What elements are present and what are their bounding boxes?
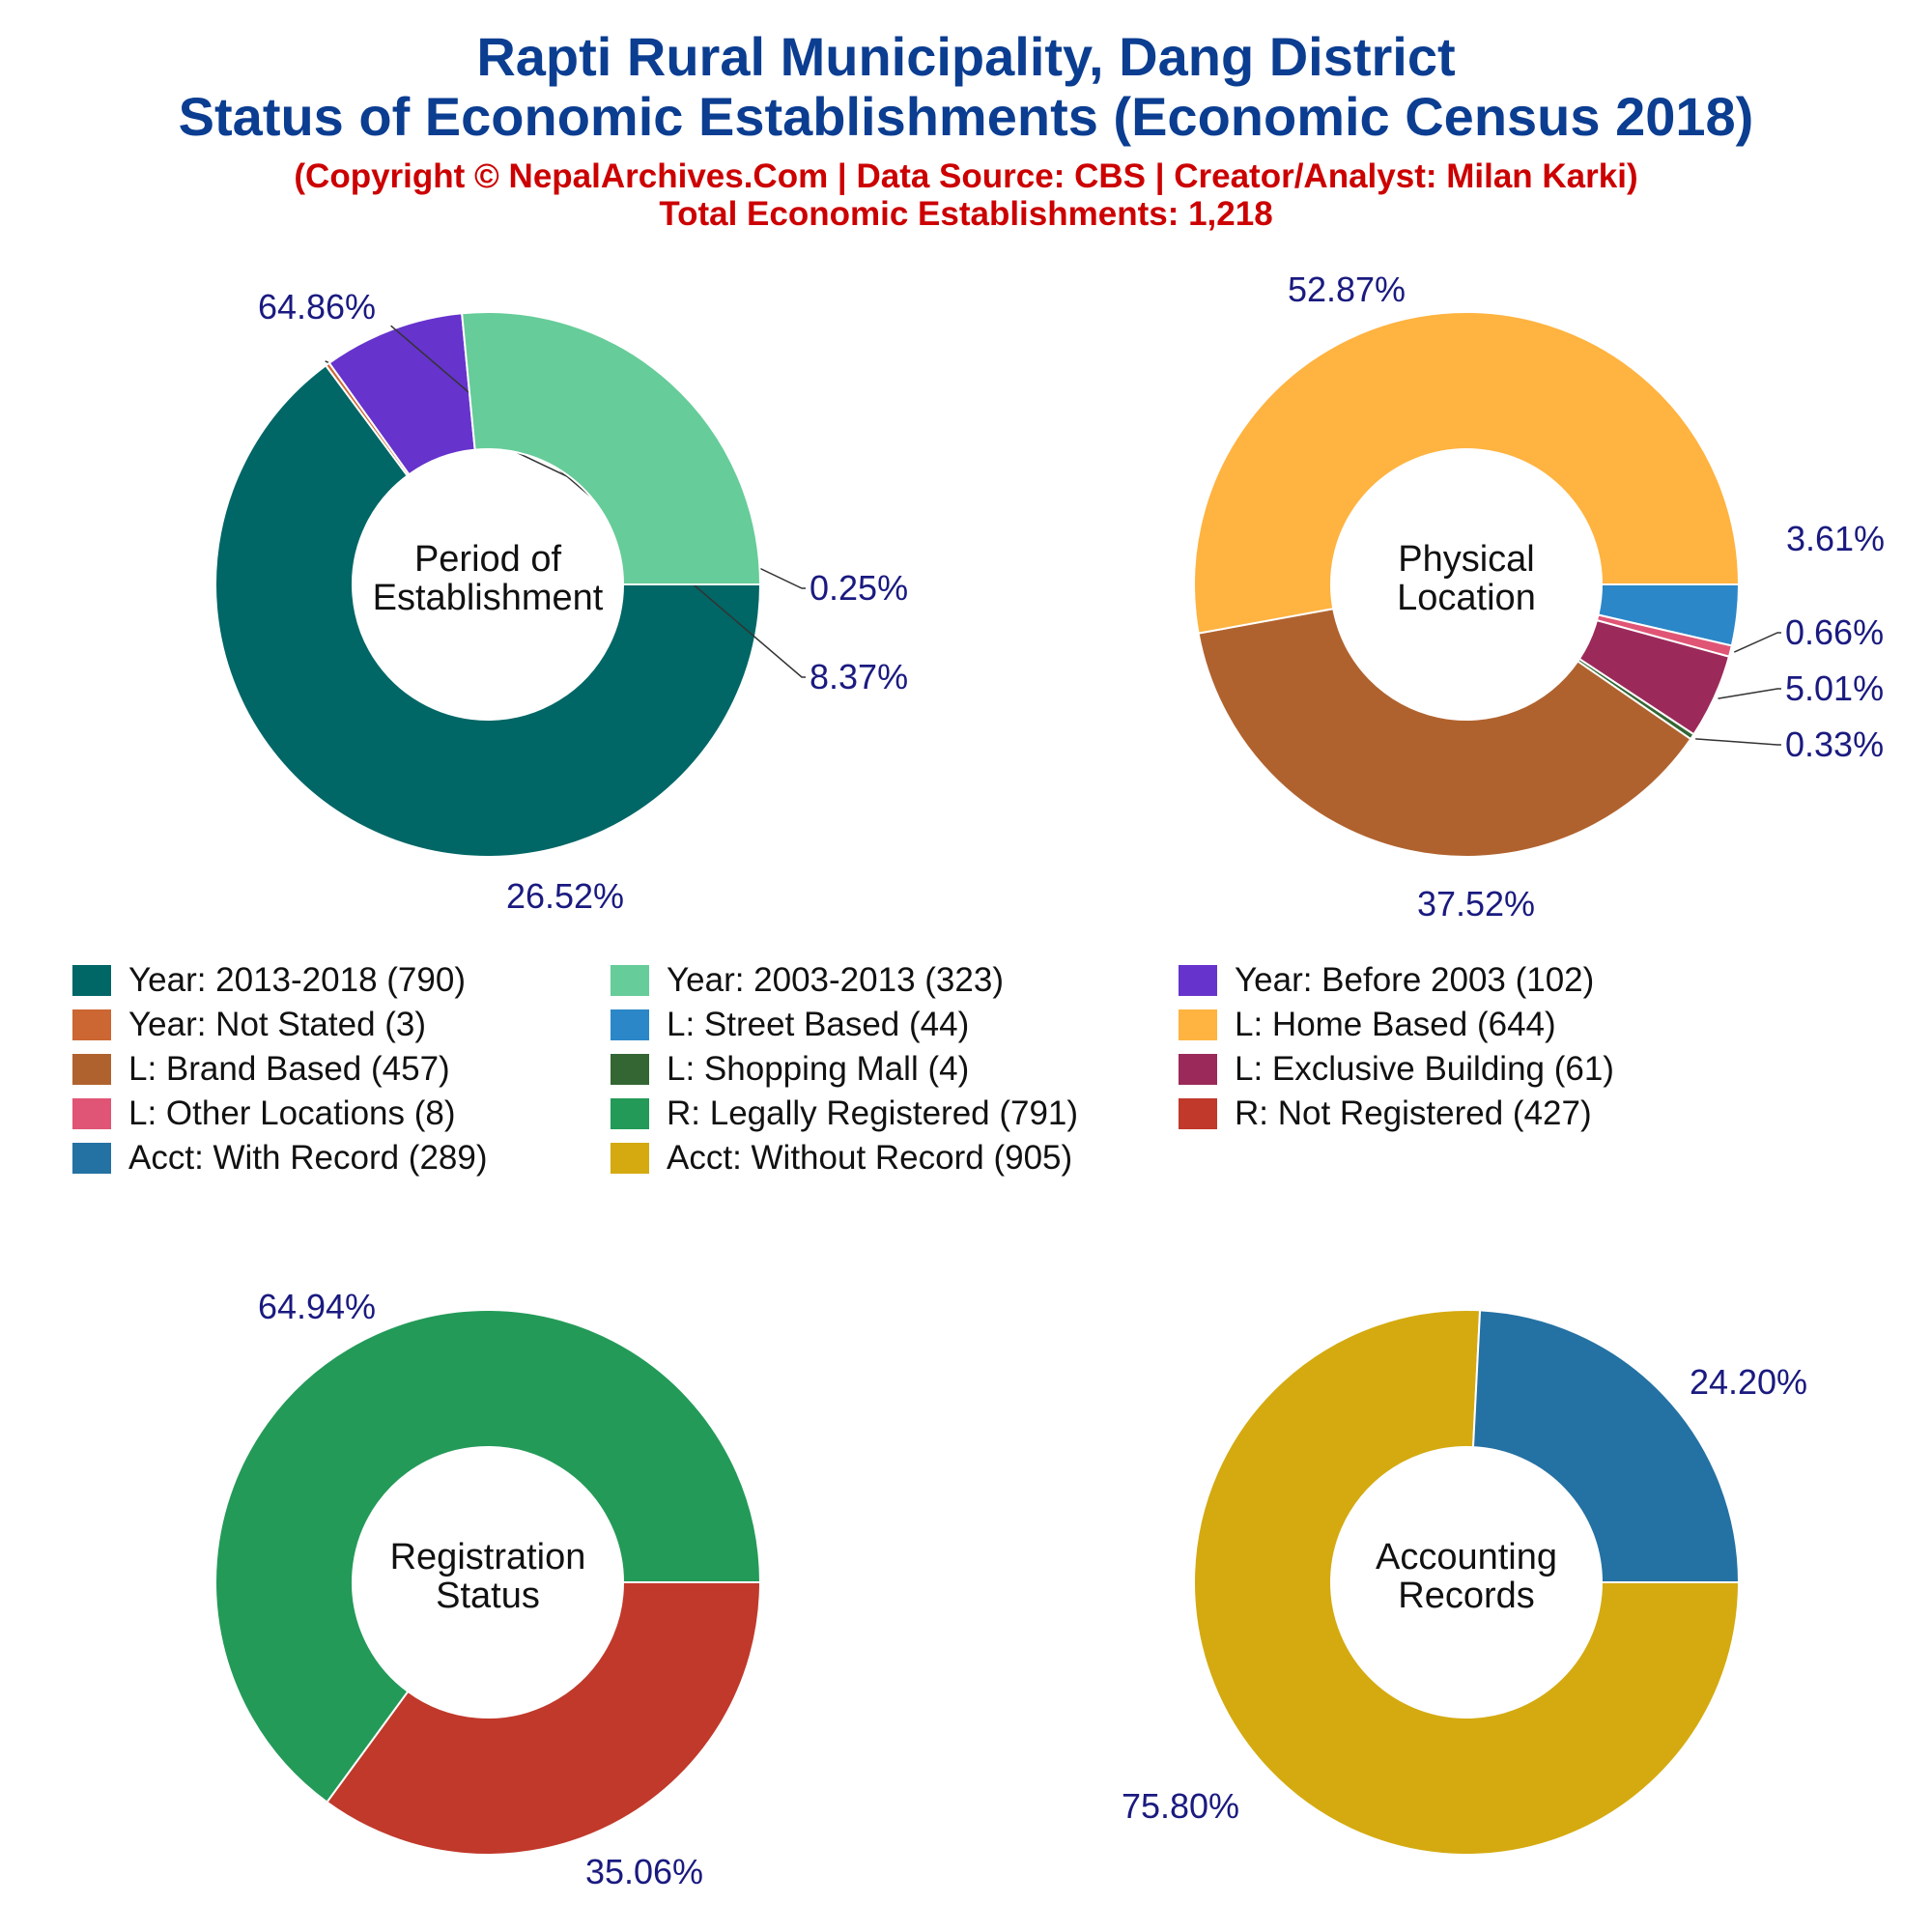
center-label-3: Registration (390, 1537, 586, 1577)
center-label-2: Physical (1398, 539, 1535, 580)
legend-swatch (611, 1009, 649, 1040)
percent-label-2-3: 5.01% (1785, 668, 1884, 708)
legend-item: Acct: With Record (289) (72, 1137, 488, 1179)
chart-title-line-2: Status of Economic Establishments (Econo… (178, 86, 1754, 147)
legend-swatch (72, 965, 111, 996)
legend-label: R: Not Registered (427) (1235, 1094, 1592, 1132)
legend-swatch (611, 1098, 649, 1129)
legend-label: L: Shopping Mall (4) (667, 1050, 970, 1088)
legend-swatch (72, 1009, 111, 1040)
legend-swatch (611, 1054, 649, 1085)
legend-label: Year: 2003-2013 (323) (667, 961, 1004, 999)
percent-label-3-2: 64.94% (258, 1287, 376, 1326)
legend-item: Year: Not Stated (3) (72, 1004, 426, 1046)
legend-item: Year: Before 2003 (102) (1179, 959, 1594, 1002)
chart-title-line-1: Rapti Rural Municipality, Dang District (476, 26, 1456, 87)
legend-label: L: Street Based (44) (667, 1006, 970, 1043)
legend-item: Year: 2013-2018 (790) (72, 959, 466, 1002)
percent-label-1-3: 8.37% (810, 657, 908, 696)
legend-swatch (1179, 1009, 1217, 1040)
percent-label-2-2: 0.66% (1785, 612, 1884, 652)
percent-label-3-1: 35.06% (585, 1852, 703, 1891)
legend-item: L: Exclusive Building (61) (1179, 1048, 1614, 1091)
percent-label-1-2: 0.25% (810, 568, 908, 608)
slice-3-2 (214, 1308, 762, 1804)
center-label-3: Status (436, 1576, 540, 1616)
legend-item: L: Home Based (644) (1179, 1004, 1556, 1046)
slice-2-5 (1197, 607, 1692, 858)
legend-swatch (72, 1054, 111, 1085)
legend-label: R: Legally Registered (791) (667, 1094, 1079, 1132)
copyright-note: (Copyright © NepalArchives.Com | Data So… (294, 157, 1638, 195)
center-label-4: Records (1398, 1576, 1535, 1616)
percent-label-2-4: 0.33% (1785, 724, 1884, 764)
legend-label: Acct: With Record (289) (128, 1139, 488, 1177)
legend-label: Year: Before 2003 (102) (1235, 961, 1595, 999)
legend-swatch (1179, 1098, 1217, 1129)
percent-label-4-1: 75.80% (1122, 1786, 1239, 1826)
slice-3-1 (326, 1581, 762, 1856)
legend-item: Year: 2003-2013 (323) (611, 959, 1004, 1002)
legend-label: Year: Not Stated (3) (128, 1006, 427, 1043)
center-label-1: Establishment (373, 578, 604, 618)
legend-item: Acct: Without Record (905) (611, 1137, 1072, 1179)
percent-label-4-2: 24.20% (1690, 1362, 1807, 1402)
percent-label-1-1: 64.86% (258, 287, 376, 327)
legend-item: R: Not Registered (427) (1179, 1093, 1592, 1135)
legend-label: Acct: Without Record (905) (667, 1139, 1073, 1177)
legend-swatch (611, 1143, 649, 1174)
legend-item: L: Other Locations (8) (72, 1093, 456, 1135)
slice-1-4 (461, 311, 762, 585)
slice-1-1 (214, 363, 762, 858)
legend-swatch (1179, 965, 1217, 996)
legend-swatch (611, 965, 649, 996)
legend-label: L: Exclusive Building (61) (1235, 1050, 1614, 1088)
leader-line-2-2 (1733, 632, 1781, 653)
legend-label: Year: 2013-2018 (790) (128, 961, 466, 999)
percent-label-2-1: 3.61% (1786, 519, 1885, 558)
legend-swatch (72, 1098, 111, 1129)
percent-label-1-4: 26.52% (506, 876, 624, 916)
legend-item: R: Legally Registered (791) (611, 1093, 1078, 1135)
leader-line-2-4 (1695, 738, 1781, 746)
legend-label: L: Brand Based (457) (128, 1050, 450, 1088)
center-label-2: Location (1397, 578, 1536, 618)
slice-4-1 (1193, 1308, 1741, 1856)
legend-item: L: Street Based (44) (611, 1004, 969, 1046)
slice-4-2 (1471, 1309, 1741, 1583)
legend-label: L: Other Locations (8) (128, 1094, 456, 1132)
legend-item: L: Brand Based (457) (72, 1048, 450, 1091)
total-establishments: Total Economic Establishments: 1,218 (659, 195, 1273, 233)
legend-swatch (1179, 1054, 1217, 1085)
leader-line-2-3 (1718, 688, 1781, 699)
legend-label: L: Home Based (644) (1235, 1006, 1556, 1043)
percent-label-2-6: 52.87% (1288, 270, 1406, 309)
center-label-4: Accounting (1376, 1537, 1557, 1577)
slice-2-6 (1193, 311, 1741, 635)
center-label-1: Period of (414, 539, 562, 580)
percent-label-2-5: 37.52% (1417, 884, 1535, 923)
legend-item: L: Shopping Mall (4) (611, 1048, 969, 1091)
legend-swatch (72, 1143, 111, 1174)
